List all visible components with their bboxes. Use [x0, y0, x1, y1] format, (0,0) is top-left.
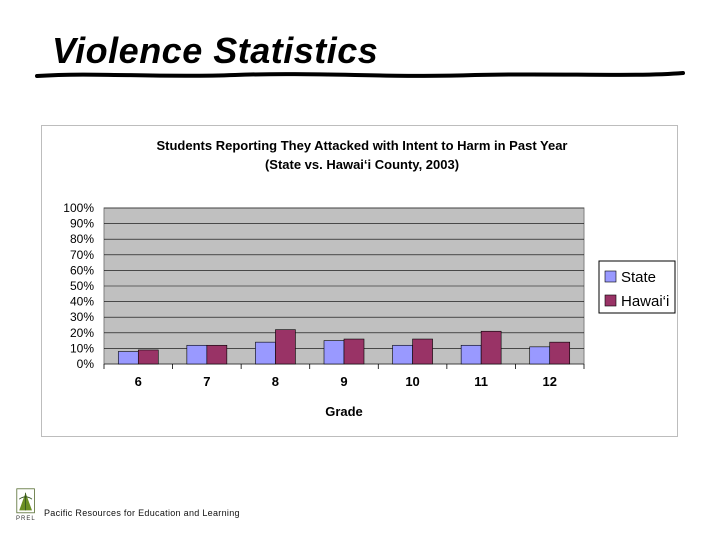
x-tick-label: 8 — [272, 374, 279, 389]
y-tick-label: 50% — [70, 279, 94, 293]
bar-hawaii-11 — [480, 330, 502, 365]
x-axis-label: Grade — [325, 404, 363, 419]
bar-state-11 — [460, 344, 482, 365]
prel-logo — [16, 488, 35, 514]
y-tick-label: 90% — [70, 217, 94, 231]
legend-swatch — [604, 270, 617, 283]
y-tick-label: 10% — [70, 341, 94, 355]
legend-label: Hawai‘i — [621, 293, 669, 310]
chart-frame: Students Reporting They Attacked with In… — [41, 125, 678, 437]
bar-hawaii-7 — [206, 344, 228, 365]
bar-state-7 — [186, 344, 208, 365]
bar-state-9 — [323, 340, 345, 365]
bar-hawaii-12 — [549, 341, 571, 365]
bar-state-10 — [392, 344, 413, 365]
chart-title: Students Reporting They Attacked with In… — [156, 138, 567, 153]
y-tick-label: 80% — [70, 232, 94, 246]
y-tick-label: 30% — [70, 310, 94, 324]
bar-hawaii-10 — [412, 338, 433, 365]
bar-state-12 — [529, 346, 551, 365]
title-underline — [35, 71, 685, 78]
y-tick-label: 0% — [77, 357, 95, 371]
y-tick-label: 70% — [70, 248, 94, 262]
y-tick-label: 20% — [70, 326, 94, 340]
x-tick-label: 6 — [135, 374, 142, 389]
x-tick-label: 12 — [542, 374, 556, 389]
y-tick-label: 60% — [70, 263, 94, 277]
logo-text: PREL — [16, 516, 36, 522]
footer-organization: Pacific Resources for Education and Lear… — [44, 508, 240, 518]
x-tick-label: 7 — [203, 374, 210, 389]
y-tick-label: 40% — [70, 295, 94, 309]
x-tick-label: 9 — [340, 374, 347, 389]
bar-hawaii-6 — [137, 349, 159, 365]
y-tick-label: 100% — [63, 201, 94, 215]
bar-chart: Students Reporting They Attacked with In… — [63, 138, 676, 419]
x-tick-label: 11 — [474, 374, 488, 389]
legend-label: State — [621, 269, 656, 286]
bar-hawaii-9 — [343, 338, 365, 365]
chart-subtitle: (State vs. Hawai‘i County, 2003) — [265, 157, 459, 172]
slide-title: Violence Statistics — [52, 30, 379, 71]
legend-swatch — [604, 294, 617, 307]
x-tick-label: 10 — [405, 374, 419, 389]
bar-state-6 — [117, 351, 139, 365]
bar-hawaii-8 — [275, 329, 296, 365]
bar-state-8 — [255, 341, 276, 365]
